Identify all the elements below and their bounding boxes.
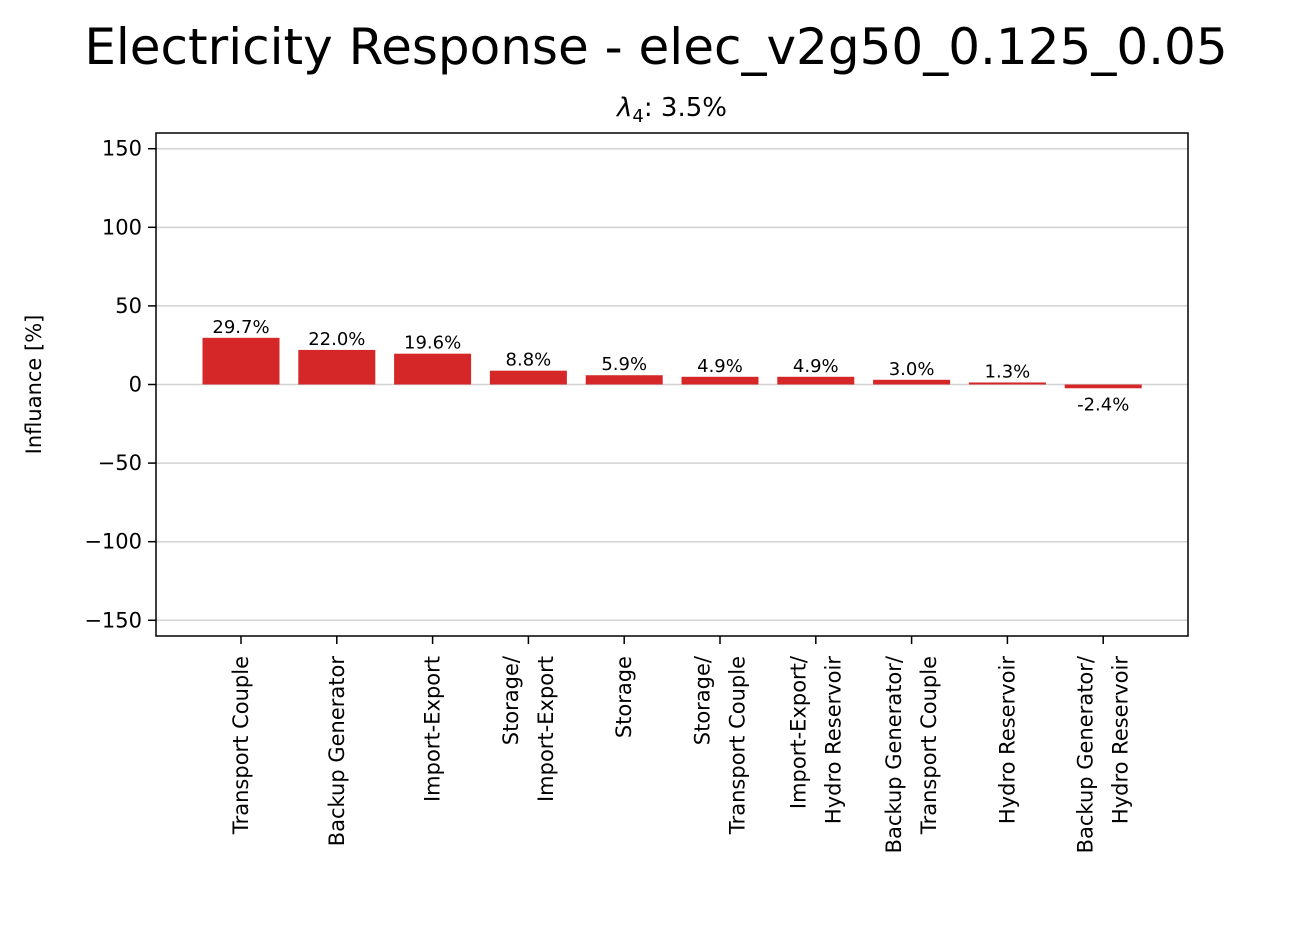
x-tick-label: Backup Generator/Transport Couple <box>882 655 941 853</box>
x-tick-label-line: Storage/ <box>499 655 523 745</box>
y-tick-label: −150 <box>84 608 142 632</box>
x-tick-label-line: Backup Generator <box>325 656 349 847</box>
y-tick-label: 0 <box>129 373 142 397</box>
bar-data-label: -2.4% <box>1077 394 1129 415</box>
y-tick-label: 150 <box>102 137 142 161</box>
x-tick-label: Import-Export/Hydro Reservoir <box>786 655 845 824</box>
x-tick-label: Storage/Transport Couple <box>691 655 750 835</box>
bar <box>968 382 1046 385</box>
y-tick-label: −100 <box>84 530 142 554</box>
subtitle-value: : 3.5% <box>644 93 727 123</box>
bar-data-label: 22.0% <box>308 329 365 350</box>
bar <box>1064 384 1142 389</box>
bar-data-label: 5.9% <box>601 354 647 375</box>
x-tick-label: Hydro Reservoir <box>995 656 1019 824</box>
bar-data-label: 4.9% <box>793 356 839 377</box>
bar-data-label: 8.8% <box>506 350 552 371</box>
x-tick-label: Backup Generator/Hydro Reservoir <box>1074 655 1133 853</box>
x-tick-label-line: Transport Couple <box>726 656 750 835</box>
bar-data-label: 1.3% <box>985 361 1031 382</box>
x-tick-label: Storage/Import-Export <box>499 655 558 802</box>
x-tick-label-line: Import-Export <box>421 656 445 802</box>
x-tick-label-line: Hydro Reservoir <box>1109 656 1133 824</box>
subtitle-symbol: λ <box>615 93 632 123</box>
y-tick-label: 50 <box>115 294 142 318</box>
bar <box>585 375 663 385</box>
bar <box>394 353 472 385</box>
bar <box>873 379 951 385</box>
y-axis: −150 −100 −50 0 50 100 150 <box>84 137 156 632</box>
x-tick-label: Storage <box>612 656 636 738</box>
x-tick-label: Transport Couple <box>229 656 253 835</box>
x-axis: Transport Couple Backup Generator Import-E… <box>229 636 1133 853</box>
x-tick-label-line: Transport Couple <box>229 656 253 835</box>
bar <box>777 376 855 385</box>
x-tick-label-line: Import-Export <box>534 656 558 802</box>
data-labels: 29.7% 22.0% 19.6% 8.8% 5.9% 4.9% 4.9% 3.0% 1.3% -… <box>212 317 1129 415</box>
x-tick-label-line: Backup Generator/ <box>1074 655 1098 853</box>
chart-title: Electricity Response - elec_v2g50_0.125_… <box>84 18 1227 76</box>
x-tick-label-line: Transport Couple <box>917 656 941 835</box>
y-tick-label: 100 <box>102 215 142 239</box>
bar-data-label: 29.7% <box>212 317 269 338</box>
x-tick-label: Import-Export <box>421 656 445 802</box>
x-tick-label-line: Hydro Reservoir <box>821 656 845 824</box>
bar-data-label: 4.9% <box>697 356 743 377</box>
x-tick-label-line: Storage/ <box>691 655 715 745</box>
x-tick-label-line: Import-Export/ <box>786 655 810 809</box>
x-tick-label-line: Hydro Reservoir <box>995 656 1019 824</box>
bar-data-label: 3.0% <box>889 359 935 380</box>
bar <box>298 349 376 385</box>
x-tick-label: Backup Generator <box>325 656 349 847</box>
subtitle-subscript: 4 <box>632 106 643 127</box>
x-tick-label-line: Storage <box>612 656 636 738</box>
bar-data-label: 19.6% <box>404 333 461 354</box>
bar <box>202 337 280 385</box>
chart-subtitle: λ4: 3.5% <box>615 93 727 127</box>
y-tick-label: −50 <box>98 451 142 475</box>
bar <box>489 370 567 385</box>
bars <box>202 337 1142 389</box>
y-axis-label: Influance [%] <box>22 315 46 455</box>
x-tick-label-line: Backup Generator/ <box>882 655 906 853</box>
bar <box>681 376 759 385</box>
